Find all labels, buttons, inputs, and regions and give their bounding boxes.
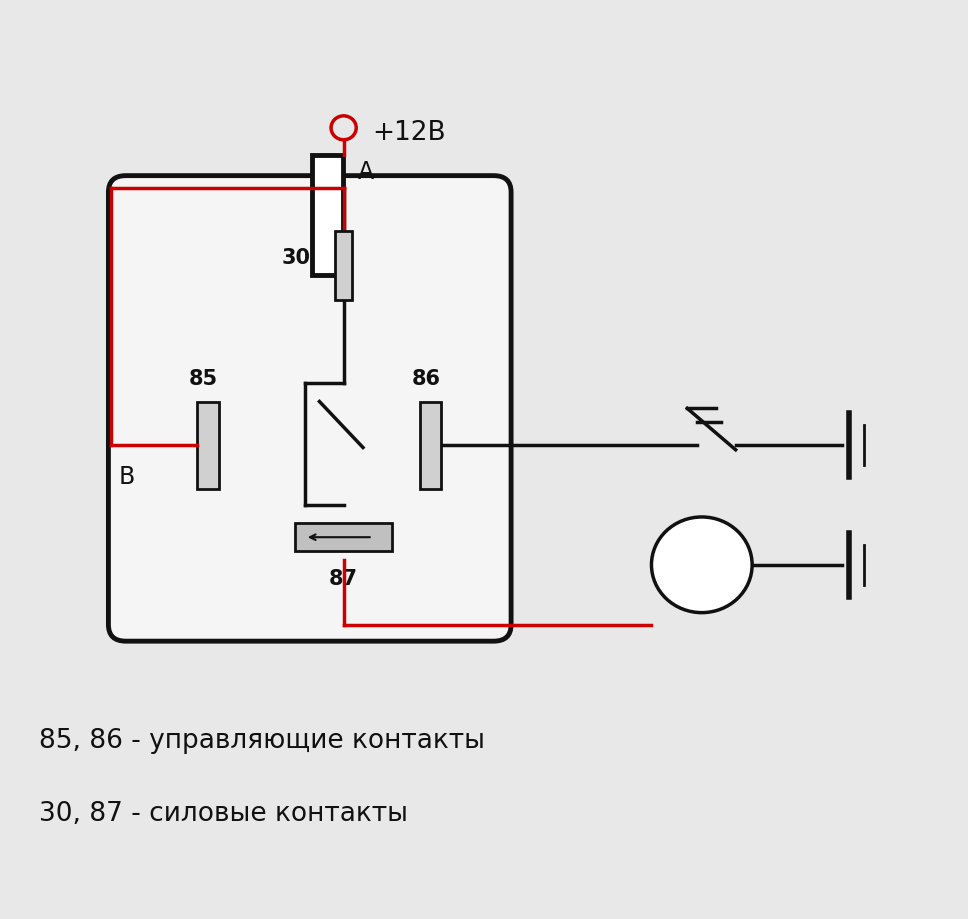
FancyBboxPatch shape bbox=[108, 176, 511, 641]
Text: 30: 30 bbox=[282, 247, 311, 267]
Text: B: B bbox=[119, 464, 136, 488]
Text: 87: 87 bbox=[329, 568, 358, 588]
Text: A: A bbox=[358, 160, 375, 184]
Bar bbox=[295, 524, 392, 551]
Text: 86: 86 bbox=[411, 369, 440, 388]
Bar bbox=[197, 403, 219, 489]
Text: 85, 86 - управляющие контакты: 85, 86 - управляющие контакты bbox=[39, 727, 485, 753]
Bar bbox=[420, 403, 441, 489]
Circle shape bbox=[331, 117, 356, 141]
Bar bbox=[335, 232, 352, 301]
Text: 85: 85 bbox=[189, 369, 218, 388]
Text: +12В: +12В bbox=[373, 120, 446, 146]
Bar bbox=[312, 156, 343, 276]
Text: 30, 87 - силовые контакты: 30, 87 - силовые контакты bbox=[39, 800, 408, 826]
Text: М: М bbox=[690, 553, 713, 577]
Circle shape bbox=[651, 517, 752, 613]
